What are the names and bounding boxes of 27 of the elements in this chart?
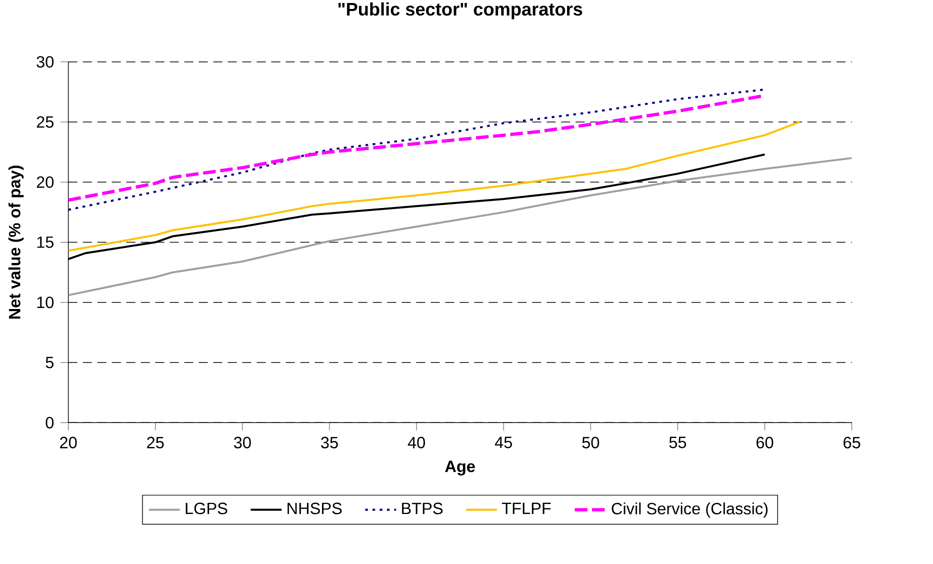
legend-label: BTPS [402, 502, 443, 514]
x-tick-label: 25 [147, 436, 164, 448]
x-tick-label: 35 [321, 436, 338, 448]
y-tick-label: 25 [36, 116, 54, 128]
legend-label: LGPS [186, 502, 228, 514]
line-series [68, 156, 852, 296]
legend-label: NHSPS [288, 502, 342, 514]
line-series [68, 120, 801, 252]
x-tick-label: 50 [582, 436, 600, 448]
y-tick-label: 5 [46, 356, 54, 368]
x-axis-title: Age [445, 460, 475, 476]
y-tick-label: 20 [36, 176, 54, 188]
x-tick-label: 65 [844, 436, 860, 448]
x-tick-label: 30 [234, 436, 251, 448]
x-tick-label: 20 [60, 436, 77, 448]
x-tick-label: 40 [408, 436, 425, 448]
legend-label: Civil Service (Classic) [612, 502, 768, 518]
x-tick-label: 60 [756, 436, 774, 448]
y-tick-label: 30 [36, 56, 54, 68]
y-tick-label: 0 [46, 416, 54, 428]
y-axis-title: Net value (% of pay) [8, 165, 24, 318]
x-tick-label: 45 [494, 436, 512, 448]
y-tick-label: 10 [37, 296, 54, 308]
legend-label: TFLPF [502, 502, 551, 514]
x-tick-label: 55 [669, 436, 686, 448]
chart-title: "Public sector" comparators [338, 2, 582, 19]
y-tick-label: 15 [37, 236, 54, 248]
